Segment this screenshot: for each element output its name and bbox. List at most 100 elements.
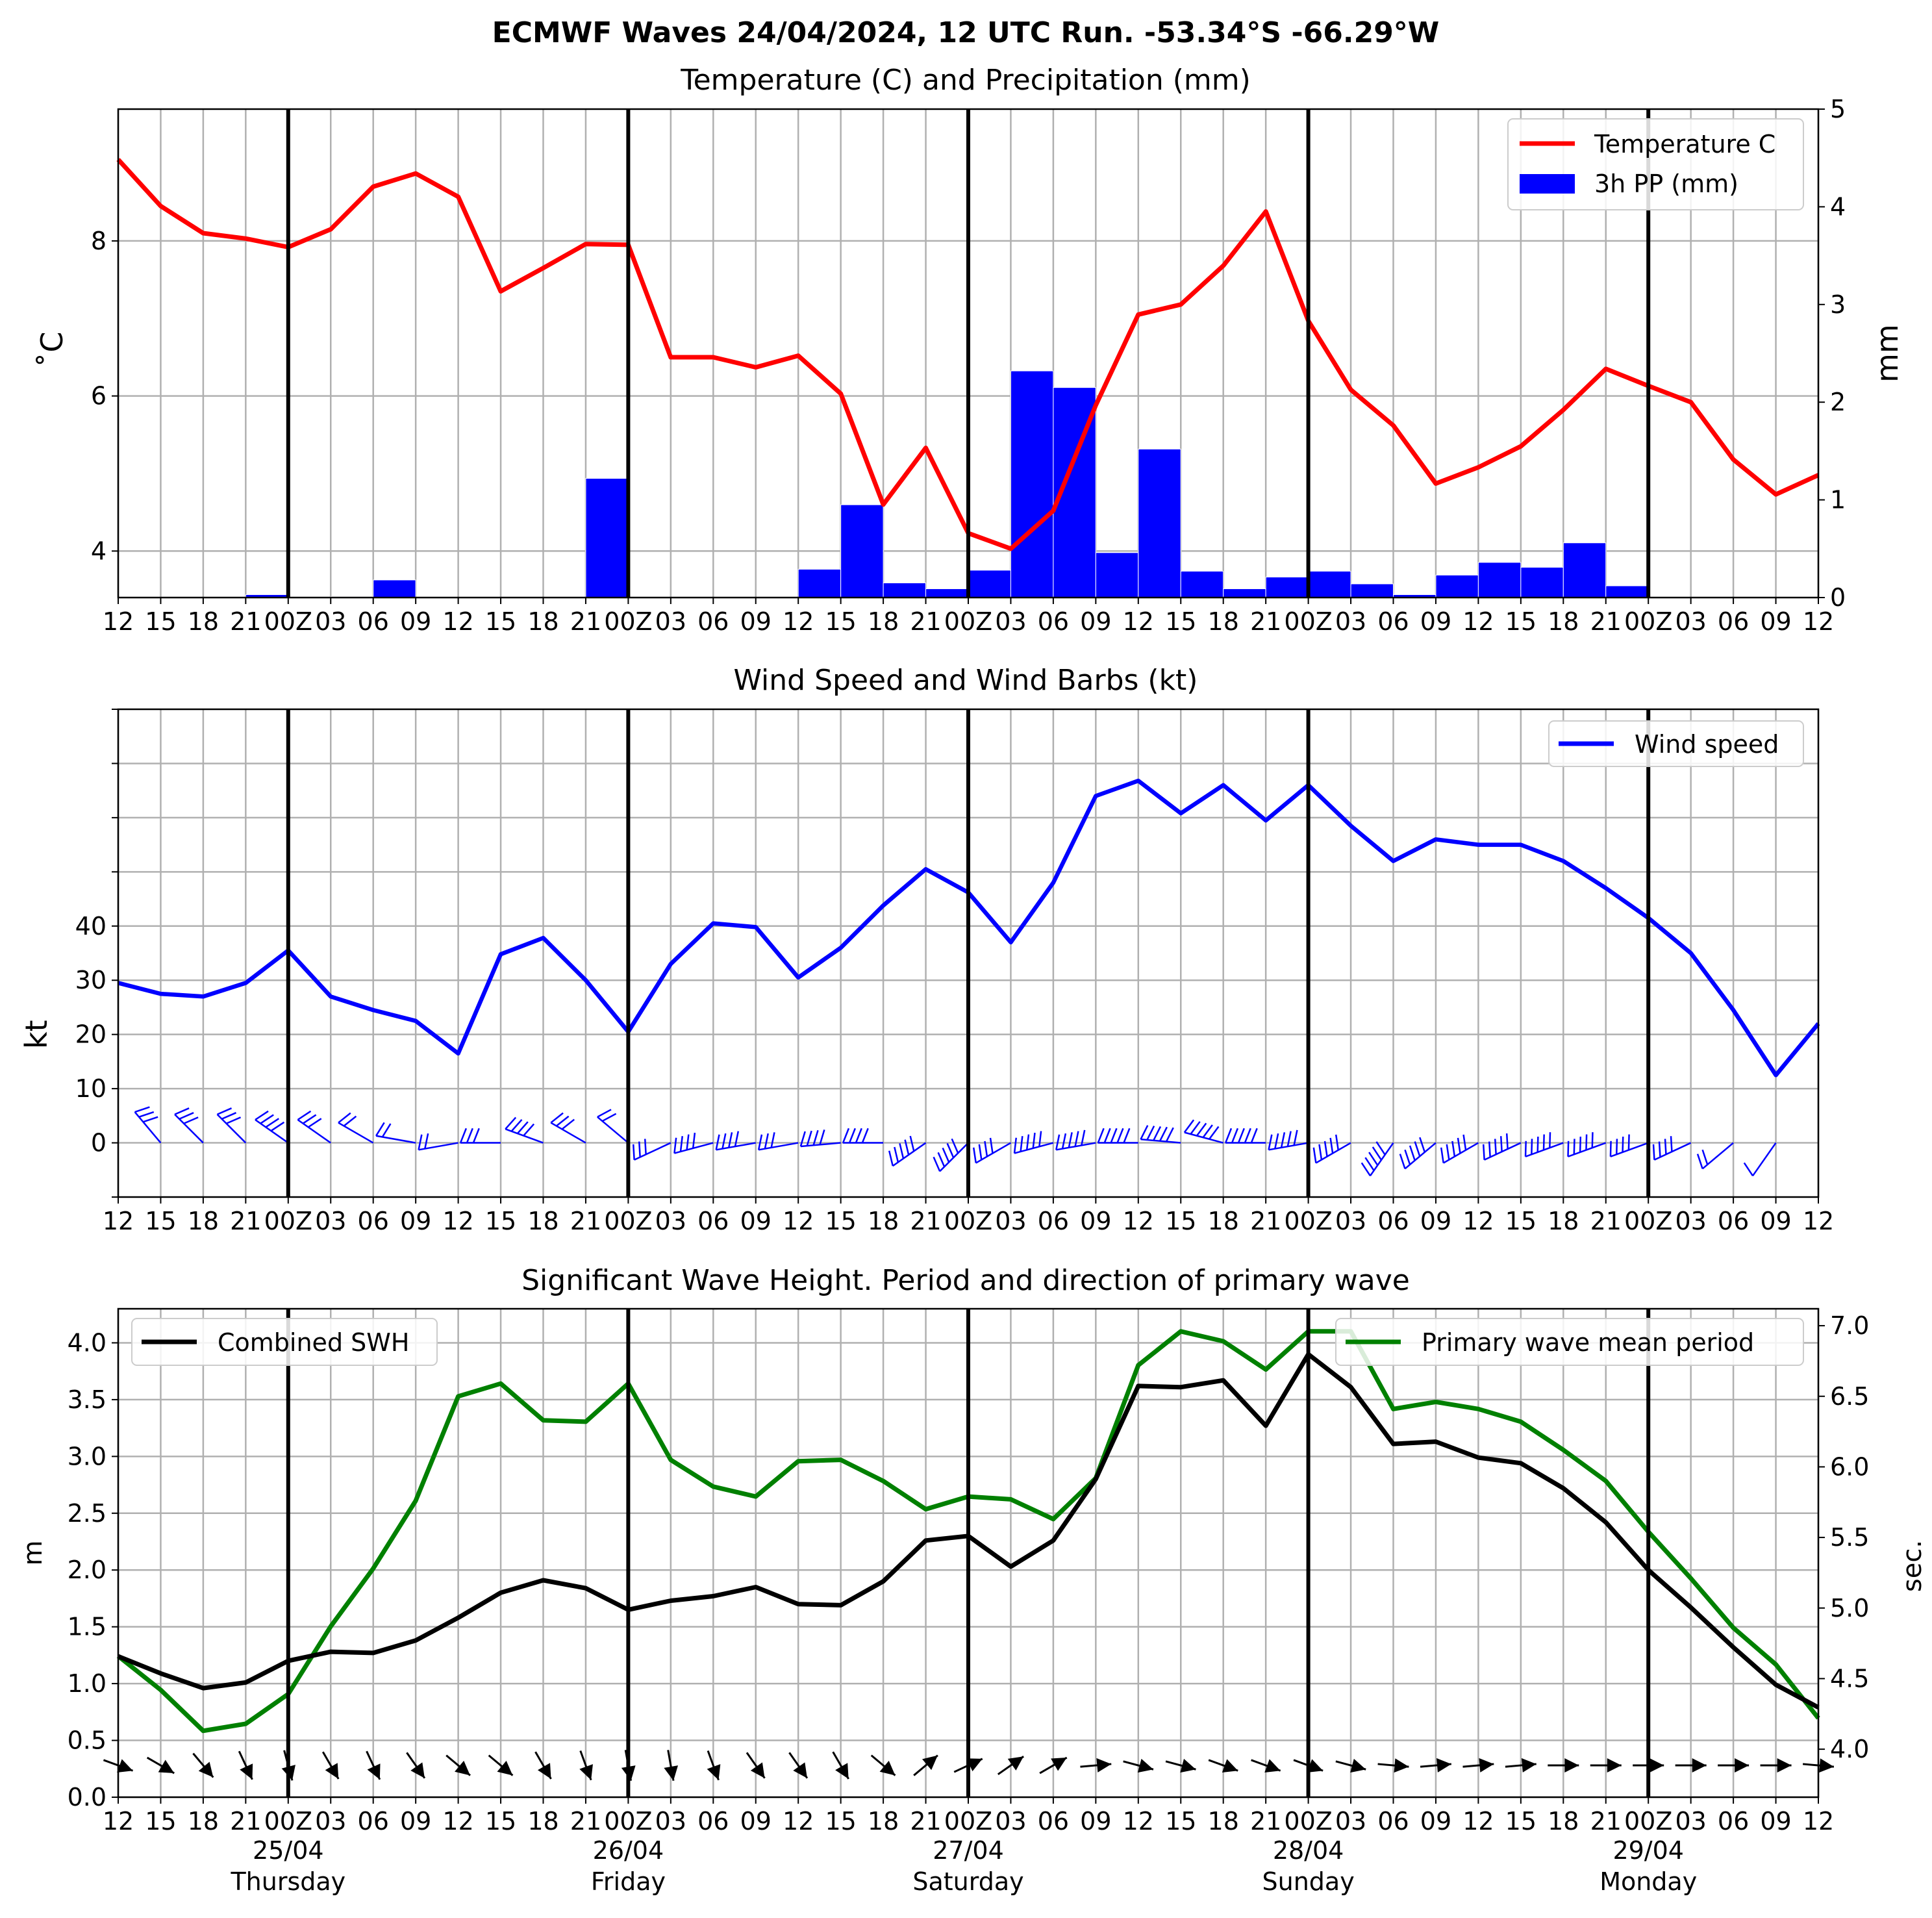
wind-barb-feather [1280, 1132, 1286, 1148]
wave-direction-arrowhead [1819, 1758, 1834, 1773]
wind-barb-feather [1244, 1128, 1251, 1144]
temp-panel-xtick-label: 21 [230, 607, 261, 636]
wave-direction-arrowhead [367, 1763, 381, 1780]
wind-panel-xtick-label: 06 [1377, 1207, 1409, 1235]
temp-panel-xtick-label: 00Z [944, 607, 992, 636]
precip-bar [1138, 448, 1181, 598]
temp-panel-xtick-label: 21 [910, 607, 941, 636]
wave-direction-arrowhead [1180, 1758, 1196, 1773]
day-date-label: 29/04 [1612, 1836, 1684, 1865]
wind-barb-feather [1409, 1145, 1416, 1161]
wave-direction-arrowhead [750, 1762, 765, 1778]
wave-direction-arrowhead [1394, 1758, 1409, 1773]
wind-barb-feather [855, 1128, 862, 1144]
wind-panel-ytick-label: 40 [75, 912, 107, 940]
swh-ylabel: m [18, 1541, 48, 1566]
wind-barb-feather [973, 1147, 977, 1163]
figure-title: ECMWF Waves 24/04/2024, 12 UTC Run. -53.… [492, 16, 1440, 49]
wave-panel-xtick-label: 09 [1760, 1807, 1791, 1836]
wind-barb-feather [894, 1146, 899, 1163]
wind-barb-feather [174, 1107, 190, 1115]
wind-barb-feather [255, 1110, 269, 1121]
temp-panel-xtick-label: 12 [442, 607, 473, 636]
wind-panel-xtick-label: 21 [1250, 1207, 1281, 1235]
wind-barb [174, 1107, 204, 1144]
wave-panel-right-ytick-label: 7.0 [1830, 1311, 1869, 1340]
temp-panel-xtick-label: 12 [1123, 607, 1154, 636]
wind-panel-xtick-label: 09 [1080, 1207, 1111, 1235]
wave-panel-xtick-label: 12 [1462, 1807, 1494, 1836]
wave-direction-arrowhead [240, 1763, 253, 1780]
temp-panel-right-ytick-label: 2 [1830, 388, 1846, 416]
wave-direction-arrowhead [1307, 1759, 1324, 1773]
wind-panel-xtick-label: 21 [230, 1207, 261, 1235]
wind-barb-feather [721, 1133, 727, 1149]
wind-barb [1440, 1134, 1479, 1164]
legend-wind-label: Wind speed [1635, 730, 1779, 759]
wave-direction-arrowhead [1564, 1758, 1579, 1773]
wind-panel-ytick-label: 10 [75, 1074, 107, 1103]
wind-barb-feather [1482, 1144, 1485, 1160]
wave-direction-arrowhead [1521, 1758, 1537, 1773]
wave-panel-xtick-label: 12 [783, 1807, 814, 1836]
wave-panel-right-ytick-label: 6.0 [1830, 1452, 1869, 1481]
wind-barb-feather [217, 1107, 232, 1115]
wind-barb-feather [466, 1128, 473, 1144]
wind-barb [933, 1138, 969, 1172]
wind-barb-feather [556, 1115, 570, 1127]
wind-barb-feather [1419, 1137, 1426, 1153]
wind-barb [550, 1112, 586, 1144]
wind-panel-ytick-label: 0 [91, 1129, 107, 1157]
wave-panel-xtick-label: 15 [145, 1807, 176, 1836]
wind-panel-ytick-label: 20 [75, 1020, 107, 1049]
wind-panel-xtick-label: 18 [868, 1207, 899, 1235]
wind-barb [1312, 1134, 1351, 1164]
wind-barb-feather [505, 1117, 517, 1130]
wind-barb-feather [1055, 1134, 1060, 1150]
day-date-label: 25/04 [253, 1836, 324, 1865]
wind-barb-feather [770, 1132, 775, 1148]
temp-panel-right-ytick-label: 1 [1830, 486, 1846, 514]
temp-panel-xtick-label: 00Z [604, 607, 652, 636]
wave-direction-arrowhead [707, 1764, 721, 1780]
day-date-label: 27/04 [933, 1836, 1004, 1865]
wave-panel-xtick-label: 03 [655, 1807, 686, 1836]
wind-barb-feather [764, 1133, 769, 1149]
wind-barb-feather [1146, 1125, 1155, 1141]
wind-barb [1609, 1134, 1649, 1157]
wind-barb-feather [715, 1134, 720, 1150]
wind-barb-feather [757, 1134, 763, 1150]
wind-panel-title: Wind Speed and Wind Barbs (kt) [734, 664, 1198, 697]
wind-barb-feather [1664, 1139, 1667, 1155]
wave-direction-arrowhead [1735, 1758, 1750, 1773]
wave-panel-right-ytick-label: 5.0 [1830, 1594, 1869, 1622]
wave-panel-title: Significant Wave Height. Period and dire… [521, 1264, 1410, 1297]
wind-barb-feather [1622, 1136, 1624, 1153]
wind-barb-feather [937, 1152, 946, 1167]
wind-barb [375, 1122, 416, 1144]
wind-barb-feather [472, 1128, 480, 1144]
wind-barb-feather [221, 1112, 237, 1120]
wind-barb-feather [978, 1144, 983, 1160]
wave-direction-arrowhead [1692, 1758, 1707, 1773]
wind-panel-xtick-label: 15 [485, 1207, 516, 1235]
wind-panel-xtick-label: 03 [315, 1207, 346, 1235]
precip-bar [883, 582, 927, 598]
wind-barb-feather [728, 1132, 733, 1148]
wind-panel-xtick-label: 06 [358, 1207, 389, 1235]
wave-panel-right-ytick-label: 5.5 [1830, 1523, 1869, 1552]
wave-panel-xtick-label: 06 [1718, 1807, 1749, 1836]
wind-panel-xtick-label: 00Z [944, 1207, 992, 1235]
wave-direction-arrowhead [1607, 1758, 1622, 1773]
wind-barb [1361, 1141, 1394, 1177]
wave-direction-arrowhead [1096, 1758, 1112, 1773]
temp-panel-xtick-label: 15 [1505, 607, 1537, 636]
precip-bar [1180, 570, 1224, 598]
wave-direction-arrowhead [879, 1760, 896, 1776]
wave-direction-arrowhead [664, 1765, 679, 1781]
wind-panel-xtick-label: 18 [1208, 1207, 1239, 1235]
wind-barb-feather [638, 1141, 641, 1157]
precip-bar [797, 568, 842, 598]
wind-ylabel: kt [19, 1020, 54, 1049]
wind-panel-xtick-label: 15 [825, 1207, 856, 1235]
